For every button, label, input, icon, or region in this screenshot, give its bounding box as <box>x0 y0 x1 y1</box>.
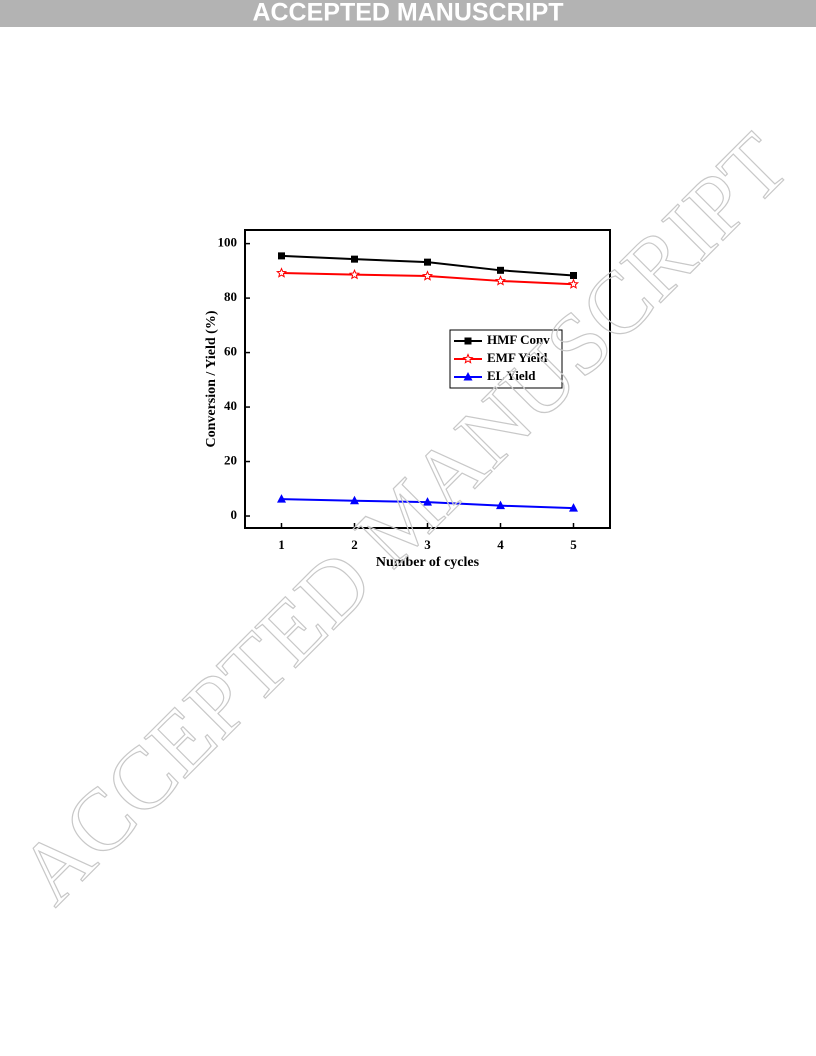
marker <box>278 252 285 260</box>
marker <box>570 271 577 279</box>
legend-label: HMF Conv <box>487 332 550 347</box>
header-title: ACCEPTED MANUSCRIPT <box>252 0 563 27</box>
y-tick-label: 100 <box>218 235 238 250</box>
marker <box>494 275 507 286</box>
marker <box>421 270 434 281</box>
legend-label: EL Yield <box>487 368 536 383</box>
marker <box>496 500 505 510</box>
x-tick-label: 3 <box>424 537 431 552</box>
marker <box>348 268 361 280</box>
marker <box>497 266 504 274</box>
legend-marker <box>462 353 474 364</box>
marker <box>423 497 432 506</box>
chart: 0 20 40 60 80 100 1 2 3 4 5 Number of cycles Convers… <box>204 229 611 570</box>
y-tick-label: 20 <box>224 453 237 468</box>
marker <box>569 503 578 512</box>
y-tick-label: 60 <box>224 344 237 359</box>
x-tick-label: 5 <box>570 537 577 552</box>
x-tick-label: 1 <box>278 537 285 552</box>
legend-marker <box>463 372 473 381</box>
y-axis-label: Conversion / Yield (%) <box>204 310 219 447</box>
x-axis-label: Number of cycles <box>376 555 480 570</box>
marker <box>424 258 431 266</box>
legend-marker <box>464 337 472 345</box>
y-tick-label: 80 <box>224 289 237 304</box>
x-tick-label: 2 <box>351 537 358 552</box>
x-tick-label: 4 <box>497 537 504 552</box>
header-bar <box>0 0 816 27</box>
marker <box>350 495 359 505</box>
marker <box>351 255 358 263</box>
marker <box>567 278 580 289</box>
marker <box>277 494 286 503</box>
marker <box>275 267 288 278</box>
y-tick-label: 40 <box>224 398 237 413</box>
y-tick-label: 0 <box>231 507 238 522</box>
legend-label: EMF Yield <box>487 350 548 365</box>
